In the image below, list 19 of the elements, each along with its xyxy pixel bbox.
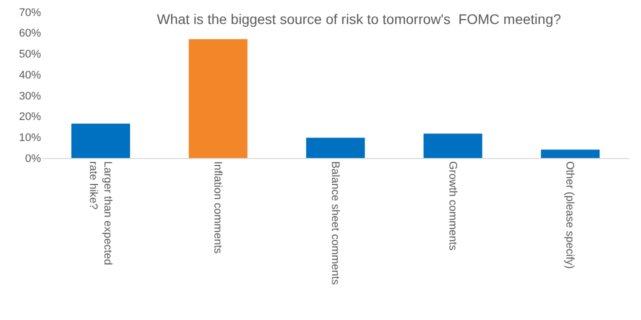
bar bbox=[306, 138, 365, 158]
y-tick-label: 70% bbox=[18, 6, 42, 19]
y-tick-label: 10% bbox=[18, 132, 42, 144]
y-tick-label: 20% bbox=[18, 111, 42, 124]
y-tick-label: 40% bbox=[18, 69, 42, 82]
chart-title: What is the biggest source of risk to tomorrow's FOMC meeting? bbox=[156, 11, 562, 28]
y-tick-label: 60% bbox=[18, 28, 42, 40]
bar bbox=[540, 150, 600, 158]
bar bbox=[424, 134, 482, 158]
x-tick-label: Growth comments bbox=[446, 161, 458, 251]
bar bbox=[188, 39, 248, 158]
x-tick-label: Larger than expected rate hike? bbox=[86, 161, 114, 266]
x-tick-label: Balance sheet comments bbox=[328, 161, 341, 286]
bar bbox=[71, 124, 130, 158]
y-tick-label: 30% bbox=[18, 90, 42, 102]
y-tick-label: 0% bbox=[25, 152, 42, 165]
y-tick-label: 50% bbox=[18, 48, 42, 61]
x-tick-label: Inflation comments bbox=[212, 161, 224, 254]
x-tick-label: Other (please specify) bbox=[564, 161, 576, 269]
